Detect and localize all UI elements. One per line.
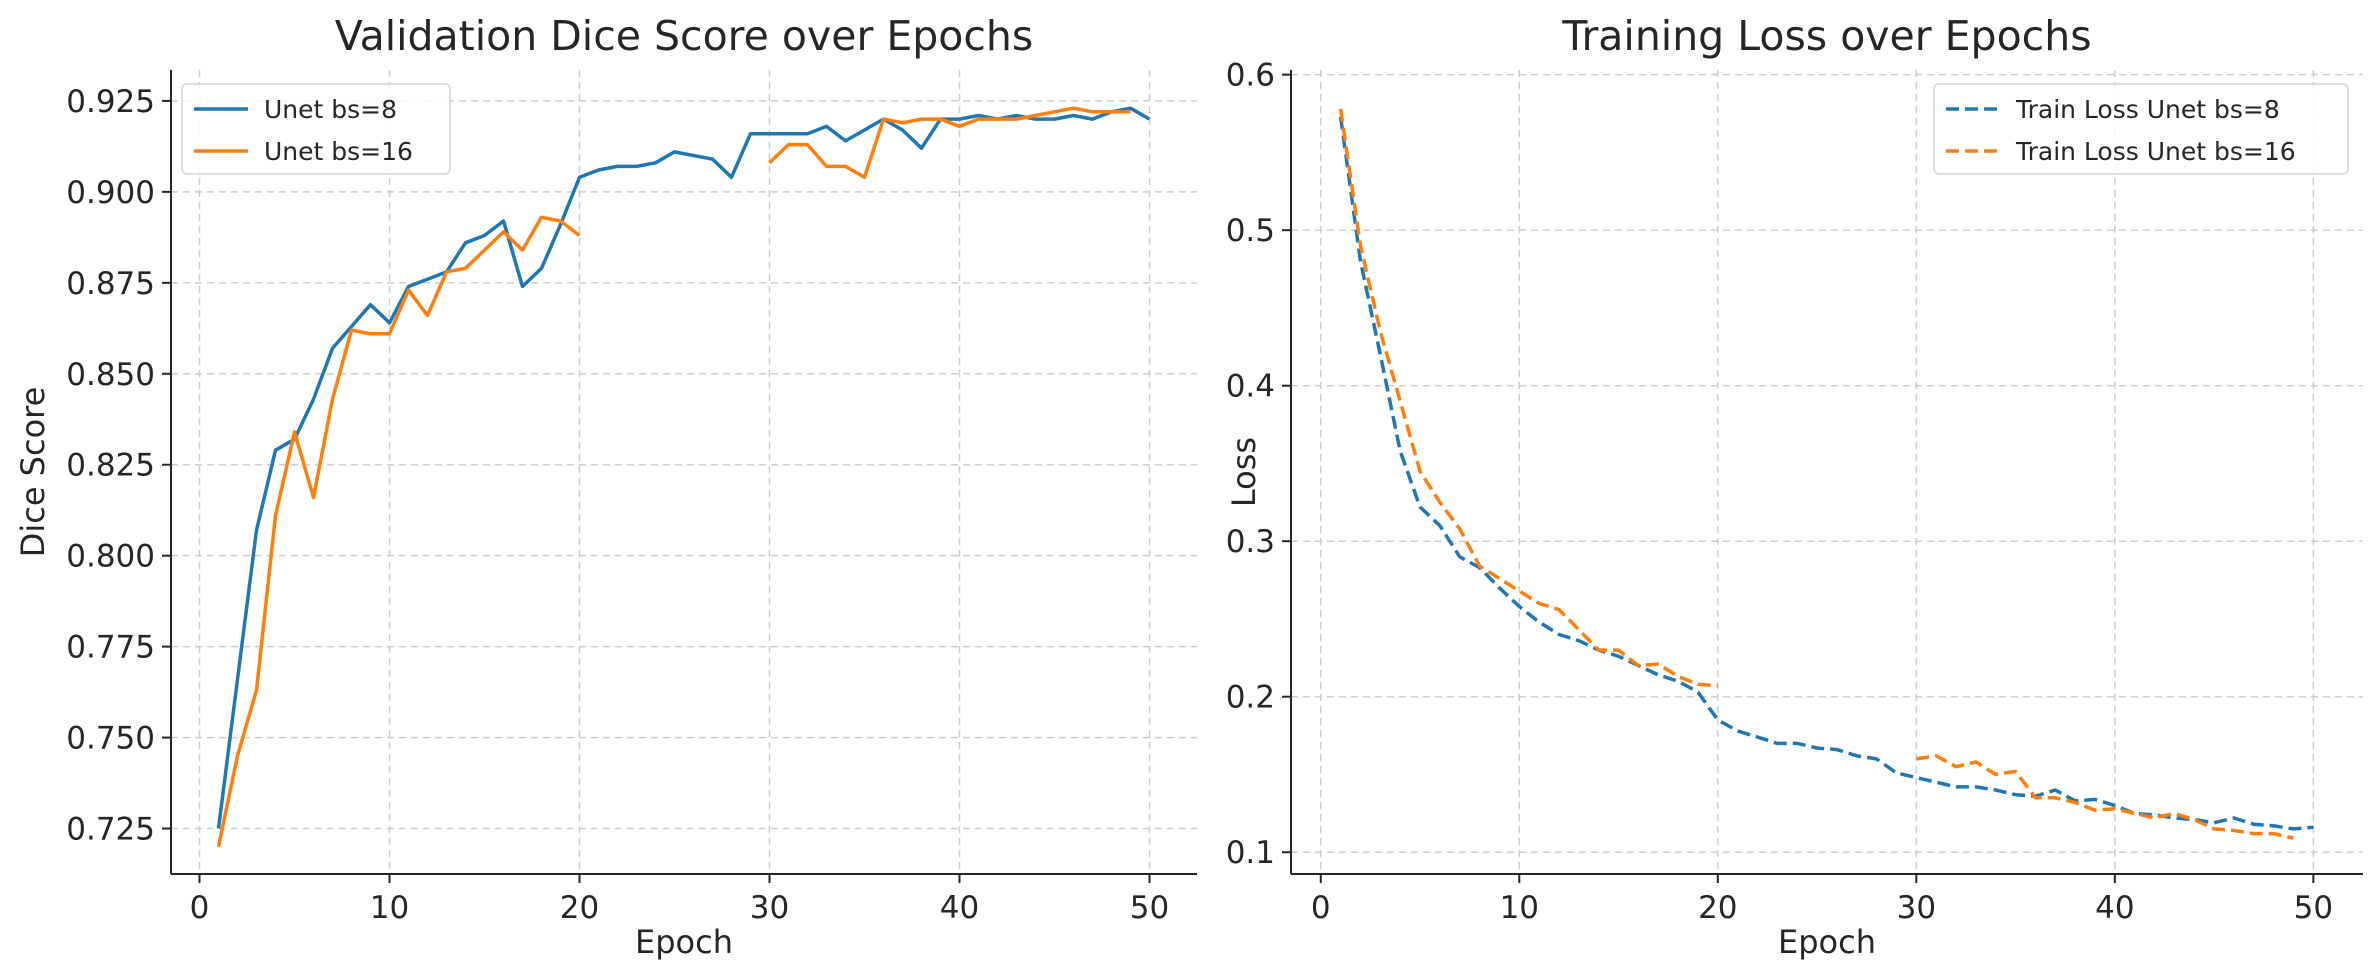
y-tick-label: 0.6 — [1226, 58, 1275, 94]
x-tick-label: 40 — [2095, 890, 2134, 926]
y-tick-label: 0.875 — [66, 266, 155, 302]
y-axis-label: Loss — [1225, 437, 1263, 507]
y-tick-label: 0.725 — [66, 812, 155, 848]
legend: Train Loss Unet bs=8 Train Loss Unet bs=1… — [1933, 83, 2349, 175]
x-tick-label: 30 — [750, 890, 789, 926]
y-tick-label: 0.850 — [66, 357, 155, 393]
series-line-bs8 — [1338, 116, 2314, 831]
y-tick-label: 0.4 — [1226, 369, 1275, 405]
y-tick-label: 0.825 — [66, 448, 155, 484]
x-tick-label: 10 — [1500, 890, 1539, 926]
y-tick-label: 0.900 — [66, 175, 155, 211]
chart-title: Training Loss over Epochs — [1561, 12, 2091, 60]
x-tick-label: 50 — [1130, 890, 1169, 926]
y-tick-label: 0.800 — [66, 539, 155, 575]
legend: Unet bs=8 Unet bs=16 — [181, 83, 451, 175]
x-tick-label: 0 — [190, 890, 210, 926]
x-tick-label: 20 — [1698, 890, 1737, 926]
series-line-bs16 — [1338, 108, 2294, 840]
y-tick-label: 0.750 — [66, 721, 155, 757]
legend-label: Unet bs=16 — [264, 137, 413, 166]
series-line-bs8 — [216, 106, 1151, 829]
x-tick-label: 30 — [1897, 890, 1936, 926]
x-tick-label: 50 — [2294, 890, 2333, 926]
x-tick-label: 10 — [370, 890, 409, 926]
y-tick-label: 0.1 — [1226, 835, 1275, 871]
legend-label: Train Loss Unet bs=16 — [2015, 137, 2296, 166]
chart-title: Validation Dice Score over Epochs — [335, 12, 1033, 60]
y-tick-label: 0.2 — [1226, 680, 1275, 716]
series-line-bs16 — [216, 106, 1131, 848]
legend-box — [1933, 83, 2349, 175]
y-tick-label: 0.775 — [66, 630, 155, 666]
legend-label: Train Loss Unet bs=8 — [2015, 95, 2280, 124]
legend-box — [181, 83, 451, 175]
legend-label: Unet bs=8 — [264, 95, 397, 124]
training-loss-chart: 0 10 20 30 40 50 0.1 0.2 0.3 0.4 0.5 0.6 Training Lo… — [1225, 12, 2363, 961]
x-tick-label: 20 — [560, 890, 599, 926]
y-tick-label: 0.3 — [1226, 524, 1275, 560]
x-tick-label: 40 — [940, 890, 979, 926]
x-axis-label: Epoch — [635, 923, 733, 961]
dice-score-chart: 0 10 20 30 40 50 0.725 0.750 0.775 0.800 0.825 0.85… — [14, 12, 1197, 961]
y-axis-label: Dice Score — [14, 387, 52, 558]
x-tick-label: 0 — [1311, 890, 1331, 926]
x-axis-label: Epoch — [1778, 923, 1876, 961]
y-tick-label: 0.5 — [1226, 213, 1275, 249]
y-tick-label: 0.925 — [66, 84, 155, 120]
